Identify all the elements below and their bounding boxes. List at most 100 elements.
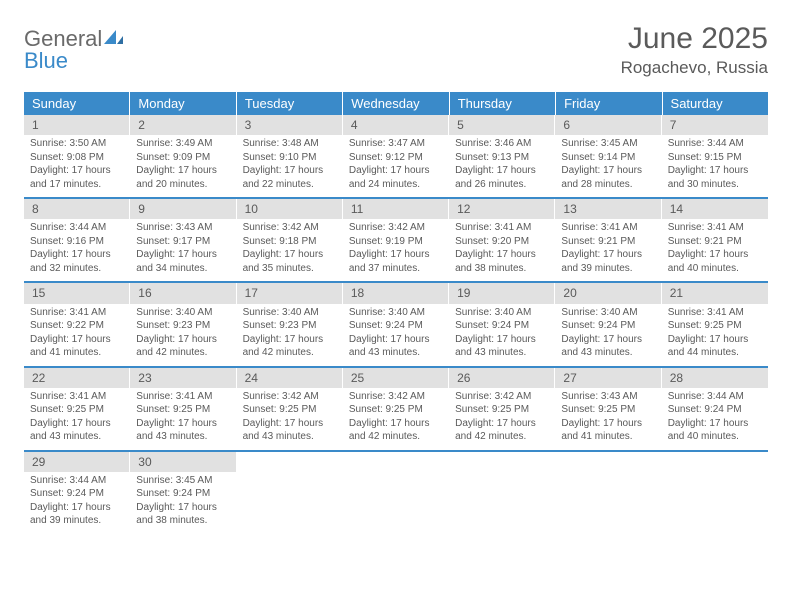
day-body: Sunrise: 3:44 AMSunset: 9:16 PMDaylight:…: [24, 219, 130, 281]
day-cell: 6Sunrise: 3:45 AMSunset: 9:14 PMDaylight…: [555, 115, 661, 197]
day-cell: 29Sunrise: 3:44 AMSunset: 9:24 PMDayligh…: [24, 452, 130, 534]
day-body: Sunrise: 3:41 AMSunset: 9:25 PMDaylight:…: [24, 388, 130, 450]
day-cell: 20Sunrise: 3:40 AMSunset: 9:24 PMDayligh…: [555, 283, 661, 365]
day-body: Sunrise: 3:41 AMSunset: 9:25 PMDaylight:…: [662, 304, 768, 366]
day-body: Sunrise: 3:41 AMSunset: 9:21 PMDaylight:…: [662, 219, 768, 281]
day-body: Sunrise: 3:41 AMSunset: 9:20 PMDaylight:…: [449, 219, 555, 281]
day-number: 28: [662, 368, 768, 388]
day-number: 1: [24, 115, 130, 135]
daylight-line: Daylight: 17 hours and 34 minutes.: [136, 248, 230, 275]
day-number: 11: [343, 199, 449, 219]
sunrise-line: Sunrise: 3:48 AM: [243, 137, 337, 151]
day-number: 8: [24, 199, 130, 219]
daylight-line: Daylight: 17 hours and 41 minutes.: [30, 333, 124, 360]
sunset-line: Sunset: 9:20 PM: [455, 235, 549, 249]
day-cell: 12Sunrise: 3:41 AMSunset: 9:20 PMDayligh…: [449, 199, 555, 281]
sunrise-line: Sunrise: 3:46 AM: [455, 137, 549, 151]
weekday-header: Friday: [556, 92, 662, 115]
day-cell: 27Sunrise: 3:43 AMSunset: 9:25 PMDayligh…: [555, 368, 661, 450]
sunrise-line: Sunrise: 3:45 AM: [136, 474, 230, 488]
daylight-line: Daylight: 17 hours and 39 minutes.: [561, 248, 655, 275]
daylight-line: Daylight: 17 hours and 28 minutes.: [561, 164, 655, 191]
sunrise-line: Sunrise: 3:50 AM: [30, 137, 124, 151]
day-body: Sunrise: 3:42 AMSunset: 9:19 PMDaylight:…: [343, 219, 449, 281]
sunset-line: Sunset: 9:25 PM: [349, 403, 443, 417]
day-cell: 23Sunrise: 3:41 AMSunset: 9:25 PMDayligh…: [130, 368, 236, 450]
sunset-line: Sunset: 9:16 PM: [30, 235, 124, 249]
sunset-line: Sunset: 9:25 PM: [668, 319, 762, 333]
sunset-line: Sunset: 9:24 PM: [455, 319, 549, 333]
day-body: Sunrise: 3:42 AMSunset: 9:25 PMDaylight:…: [343, 388, 449, 450]
sunset-line: Sunset: 9:25 PM: [30, 403, 124, 417]
day-number: 26: [449, 368, 555, 388]
day-body: Sunrise: 3:42 AMSunset: 9:18 PMDaylight:…: [237, 219, 343, 281]
day-number: 5: [449, 115, 555, 135]
day-number: 18: [343, 283, 449, 303]
day-cell: 13Sunrise: 3:41 AMSunset: 9:21 PMDayligh…: [555, 199, 661, 281]
sunrise-line: Sunrise: 3:41 AM: [668, 221, 762, 235]
sunset-line: Sunset: 9:21 PM: [668, 235, 762, 249]
day-number: 3: [237, 115, 343, 135]
day-cell: 19Sunrise: 3:40 AMSunset: 9:24 PMDayligh…: [449, 283, 555, 365]
sunset-line: Sunset: 9:15 PM: [668, 151, 762, 165]
day-number: 9: [130, 199, 236, 219]
day-number: 27: [555, 368, 661, 388]
day-number: 14: [662, 199, 768, 219]
day-body: Sunrise: 3:45 AMSunset: 9:14 PMDaylight:…: [555, 135, 661, 197]
week-row: 8Sunrise: 3:44 AMSunset: 9:16 PMDaylight…: [24, 199, 768, 283]
header: General Blue June 2025 Rogachevo, Russia: [24, 22, 768, 78]
day-number: 29: [24, 452, 130, 472]
day-number: 21: [662, 283, 768, 303]
sunrise-line: Sunrise: 3:42 AM: [243, 390, 337, 404]
day-number: 25: [343, 368, 449, 388]
week-row: 1Sunrise: 3:50 AMSunset: 9:08 PMDaylight…: [24, 115, 768, 199]
day-body: Sunrise: 3:43 AMSunset: 9:17 PMDaylight:…: [130, 219, 236, 281]
day-body: Sunrise: 3:40 AMSunset: 9:24 PMDaylight:…: [343, 304, 449, 366]
day-number: 15: [24, 283, 130, 303]
daylight-line: Daylight: 17 hours and 39 minutes.: [30, 501, 124, 528]
sunset-line: Sunset: 9:24 PM: [668, 403, 762, 417]
weekday-header: Saturday: [663, 92, 768, 115]
sunset-line: Sunset: 9:18 PM: [243, 235, 337, 249]
day-cell: 10Sunrise: 3:42 AMSunset: 9:18 PMDayligh…: [237, 199, 343, 281]
location: Rogachevo, Russia: [621, 58, 768, 78]
day-cell: 30Sunrise: 3:45 AMSunset: 9:24 PMDayligh…: [130, 452, 236, 534]
day-body: Sunrise: 3:42 AMSunset: 9:25 PMDaylight:…: [237, 388, 343, 450]
day-body: Sunrise: 3:40 AMSunset: 9:23 PMDaylight:…: [237, 304, 343, 366]
sunset-line: Sunset: 9:10 PM: [243, 151, 337, 165]
title-block: June 2025 Rogachevo, Russia: [621, 22, 768, 78]
day-number: 16: [130, 283, 236, 303]
day-number: 22: [24, 368, 130, 388]
day-body: Sunrise: 3:41 AMSunset: 9:25 PMDaylight:…: [130, 388, 236, 450]
day-cell: 1Sunrise: 3:50 AMSunset: 9:08 PMDaylight…: [24, 115, 130, 197]
daylight-line: Daylight: 17 hours and 38 minutes.: [136, 501, 230, 528]
day-cell: 22Sunrise: 3:41 AMSunset: 9:25 PMDayligh…: [24, 368, 130, 450]
sunset-line: Sunset: 9:24 PM: [561, 319, 655, 333]
sunset-line: Sunset: 9:09 PM: [136, 151, 230, 165]
day-cell: 26Sunrise: 3:42 AMSunset: 9:25 PMDayligh…: [449, 368, 555, 450]
daylight-line: Daylight: 17 hours and 43 minutes.: [561, 333, 655, 360]
day-number: 4: [343, 115, 449, 135]
day-cell: [237, 452, 343, 534]
day-number: 19: [449, 283, 555, 303]
sunset-line: Sunset: 9:23 PM: [136, 319, 230, 333]
daylight-line: Daylight: 17 hours and 17 minutes.: [30, 164, 124, 191]
day-cell: [555, 452, 661, 534]
sunrise-line: Sunrise: 3:43 AM: [136, 221, 230, 235]
sunset-line: Sunset: 9:17 PM: [136, 235, 230, 249]
sunset-line: Sunset: 9:24 PM: [136, 487, 230, 501]
sunrise-line: Sunrise: 3:41 AM: [561, 221, 655, 235]
daylight-line: Daylight: 17 hours and 38 minutes.: [455, 248, 549, 275]
day-number: 7: [662, 115, 768, 135]
week-row: 22Sunrise: 3:41 AMSunset: 9:25 PMDayligh…: [24, 368, 768, 452]
weekday-header: Tuesday: [237, 92, 343, 115]
sunset-line: Sunset: 9:25 PM: [243, 403, 337, 417]
daylight-line: Daylight: 17 hours and 24 minutes.: [349, 164, 443, 191]
day-cell: 15Sunrise: 3:41 AMSunset: 9:22 PMDayligh…: [24, 283, 130, 365]
day-number: 2: [130, 115, 236, 135]
sunset-line: Sunset: 9:24 PM: [30, 487, 124, 501]
day-number: 10: [237, 199, 343, 219]
day-body: Sunrise: 3:44 AMSunset: 9:24 PMDaylight:…: [662, 388, 768, 450]
logo-blue: Blue: [24, 48, 68, 73]
sunrise-line: Sunrise: 3:41 AM: [136, 390, 230, 404]
